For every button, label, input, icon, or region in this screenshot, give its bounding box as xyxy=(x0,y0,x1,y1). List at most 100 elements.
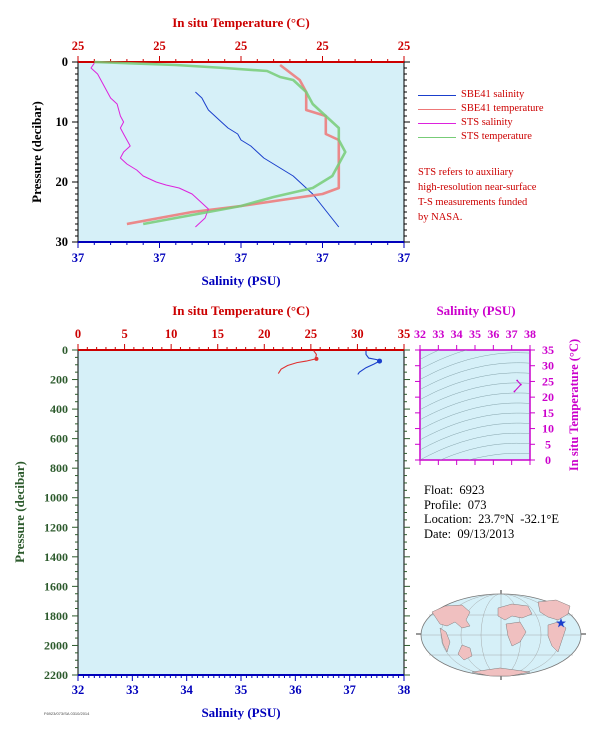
bottom-pressure-axis-title: Pressure (decibar) xyxy=(12,461,27,563)
bottom-salinity-tick-label: 32 xyxy=(72,683,85,697)
bottom-pressure-tick-label: 2200 xyxy=(44,668,68,682)
salinity-marker xyxy=(377,358,383,364)
top-pressure-axis-title: Pressure (decibar) xyxy=(29,101,44,203)
top-salinity-tick-label: 37 xyxy=(398,251,411,265)
legend-swatch-sts-temperature xyxy=(418,137,456,138)
note-line: T-S measurements funded xyxy=(418,197,528,208)
bottom-temperature-tick-label: 30 xyxy=(351,327,364,341)
legend-swatch-sbe41-salinity xyxy=(418,95,456,96)
map-land xyxy=(431,599,571,677)
top-panel: In situ Temperature (°C) 25 25 25 25 25 … xyxy=(29,15,410,288)
ts-density-contour xyxy=(468,453,530,460)
ts-plot-area xyxy=(419,349,531,461)
ts-salinity-tick-label: 38 xyxy=(524,327,536,341)
ts-temperature-tick-label: 20 xyxy=(542,390,554,404)
float-number: Float: 6923 xyxy=(424,483,485,497)
note-line: high-resolution near-surface xyxy=(418,182,537,193)
legend-label: SBE41 temperature xyxy=(461,103,544,114)
ts-density-contour xyxy=(420,402,530,430)
legend-swatch-sts-salinity xyxy=(418,123,456,124)
ts-salinity-tick-label: 32 xyxy=(414,327,426,341)
bottom-temperature-tick-label: 5 xyxy=(121,327,127,341)
sts-note: STS refers to auxiliary high-resolution … xyxy=(418,165,536,225)
bottom-salinity-tick-label: 37 xyxy=(343,683,356,697)
top-temperature-tick-label: 25 xyxy=(235,39,248,53)
top-series-lines xyxy=(90,60,347,228)
ts-density-contour xyxy=(420,422,530,451)
ts-temperature-axis-title: In situ Temperature (°C) xyxy=(567,339,581,471)
top-salinity-tick-label: 37 xyxy=(72,251,85,265)
profile-number: Profile: 073 xyxy=(424,497,487,512)
series-line-sbe41-temperature xyxy=(277,350,317,374)
bottom-pressure-tick-label: 800 xyxy=(50,461,68,475)
ts-point xyxy=(513,390,516,393)
ts-density-contour xyxy=(420,392,530,420)
top-plot-area xyxy=(77,61,405,243)
ts-salinity-tick-label: 36 xyxy=(487,327,499,341)
top-pressure-tick-label: 0 xyxy=(62,55,68,69)
legend-label: STS salinity xyxy=(461,117,513,128)
ts-density-contour xyxy=(420,350,468,370)
top-temperature-tick-label: 25 xyxy=(316,39,329,53)
ts-density-contours xyxy=(420,350,530,460)
temperature-marker xyxy=(314,356,319,361)
ts-temperature-tick-label: 15 xyxy=(542,406,554,420)
bottom-temperature-tick-label: 35 xyxy=(398,327,411,341)
bottom-pressure-tick-label: 200 xyxy=(50,373,68,387)
bottom-pressure-tick-label: 1400 xyxy=(44,550,68,564)
footer-code: F6923/073/SA 0310/2014 xyxy=(44,711,90,716)
note-line: by NASA. xyxy=(418,212,463,223)
bottom-pressure-tick-label: 600 xyxy=(50,432,68,446)
ts-points xyxy=(513,379,522,393)
top-temperature-tick-label: 25 xyxy=(72,39,85,53)
bottom-temperature-axis-title: In situ Temperature (°C) xyxy=(172,303,310,318)
ts-salinity-axis-title: Salinity (PSU) xyxy=(436,303,515,318)
top-pressure-tick-label: 30 xyxy=(56,235,69,249)
ts-salinity-tick-label: 34 xyxy=(451,327,463,341)
bottom-temperature-tick-label: 15 xyxy=(211,327,224,341)
bottom-salinity-tick-label: 36 xyxy=(289,683,302,697)
bottom-pressure-tick-label: 1000 xyxy=(44,491,68,505)
bottom-salinity-tick-label: 33 xyxy=(126,683,139,697)
ts-density-contour xyxy=(420,352,530,380)
ts-salinity-tick-label: 33 xyxy=(432,327,444,341)
series-line-sts-temperature xyxy=(94,60,347,226)
bottom-salinity-tick-label: 35 xyxy=(235,683,248,697)
ts-density-contour xyxy=(420,432,530,460)
series-line-sbe41-salinity xyxy=(195,91,340,228)
bottom-temperature-tick-labels: 0 5 10 15 20 25 30 35 xyxy=(75,327,410,341)
ts-temperature-tick-label: 30 xyxy=(542,359,554,373)
world-map xyxy=(416,590,586,680)
bottom-temperature-tick-label: 10 xyxy=(165,327,178,341)
bottom-salinity-tick-label: 34 xyxy=(180,683,193,697)
legend-label: STS temperature xyxy=(461,131,532,142)
ts-temperature-tick-label: 10 xyxy=(542,422,554,436)
float-location-star xyxy=(556,618,566,628)
ts-salinity-tick-label: 37 xyxy=(506,327,518,341)
top-salinity-tick-label: 37 xyxy=(316,251,329,265)
top-salinity-tick-label: 37 xyxy=(235,251,248,265)
ts-temperature-tick-label: 25 xyxy=(542,374,554,388)
legend-label: SBE41 salinity xyxy=(461,89,525,100)
bottom-pressure-tick-labels: 0 200 400 600 800 1000 1200 1400 1600 1800 2000 220… xyxy=(44,343,68,682)
top-salinity-tick-label: 37 xyxy=(153,251,166,265)
series-line-sts-salinity xyxy=(90,62,209,228)
ts-density-contour xyxy=(420,372,530,400)
legend-swatch-sbe41-temperature xyxy=(418,109,456,110)
bottom-axes xyxy=(72,344,410,681)
ts-point xyxy=(516,379,519,382)
top-temperature-axis-title: In situ Temperature (°C) xyxy=(172,15,310,30)
date: Date: 09/13/2013 xyxy=(424,526,515,541)
top-pressure-tick-label: 20 xyxy=(56,175,69,189)
ts-temperature-tick-label: 35 xyxy=(542,343,554,357)
top-axes xyxy=(72,56,410,248)
bottom-salinity-axis-title: Salinity (PSU) xyxy=(201,705,280,720)
bottom-salinity-tick-labels: 32 33 34 35 36 37 38 xyxy=(72,683,411,697)
bottom-temperature-tick-label: 0 xyxy=(75,327,81,341)
ts-point xyxy=(519,383,522,386)
bottom-pressure-tick-label: 0 xyxy=(62,343,68,357)
ts-temperature-tick-label: 5 xyxy=(545,437,551,451)
bottom-panel: In situ Temperature (°C) 0 5 10 15 20 25 30 35 … xyxy=(12,303,410,720)
bottom-pressure-tick-label: 1800 xyxy=(44,609,68,623)
